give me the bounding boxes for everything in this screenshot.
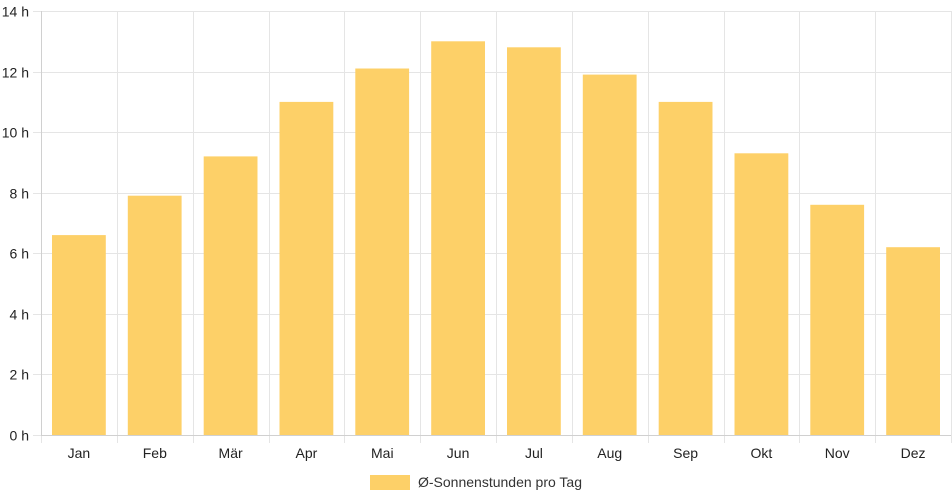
bar-nov[interactable] [810, 204, 865, 435]
chart-grid [33, 11, 952, 443]
bar-feb[interactable] [127, 195, 182, 435]
legend-label[interactable]: Ø-Sonnenstunden pro Tag [418, 474, 582, 490]
chart-bars [52, 41, 940, 436]
bar-jul[interactable] [507, 47, 561, 436]
y-tick-label: 10 h [2, 125, 29, 141]
bar-okt[interactable] [734, 153, 789, 436]
y-tick-label: 6 h [10, 246, 29, 262]
x-tick-label: Dez [901, 445, 926, 461]
x-tick-label: Mär [219, 445, 243, 461]
bar-jun[interactable] [431, 41, 485, 436]
x-tick-label: Feb [143, 445, 167, 461]
legend-swatch[interactable] [370, 475, 410, 490]
x-tick-label: Aug [597, 445, 622, 461]
y-tick-label: 12 h [2, 65, 29, 81]
y-axis-ticks: 0 h 2 h 4 h 6 h 8 h 10 h 12 h 14 h [2, 4, 29, 444]
bar-apr[interactable] [279, 101, 334, 436]
y-tick-label: 4 h [10, 307, 29, 323]
bar-dez[interactable] [886, 247, 940, 435]
x-tick-label: Jan [68, 445, 91, 461]
chart-legend[interactable]: Ø-Sonnenstunden pro Tag [370, 474, 582, 490]
x-axis-ticks: Jan Feb Mär Apr Mai Jun Jul Aug Sep Okt Nov Dez [68, 445, 926, 461]
chart-axes [41, 11, 951, 436]
bar-mai[interactable] [355, 68, 410, 436]
y-tick-label: 2 h [10, 367, 29, 383]
y-tick-label: 8 h [10, 186, 29, 202]
bar-aug[interactable] [582, 74, 637, 435]
x-tick-label: Okt [751, 445, 773, 461]
bar-mär[interactable] [203, 156, 258, 435]
x-tick-label: Jul [525, 445, 543, 461]
bar-jan[interactable] [52, 235, 106, 435]
y-tick-label: 0 h [10, 428, 29, 444]
y-tick-label: 14 h [2, 4, 29, 20]
x-tick-label: Apr [296, 445, 318, 461]
x-tick-label: Mai [371, 445, 394, 461]
bar-sep[interactable] [658, 101, 713, 436]
x-tick-label: Sep [673, 445, 698, 461]
x-tick-label: Nov [825, 445, 850, 461]
x-tick-label: Jun [447, 445, 470, 461]
